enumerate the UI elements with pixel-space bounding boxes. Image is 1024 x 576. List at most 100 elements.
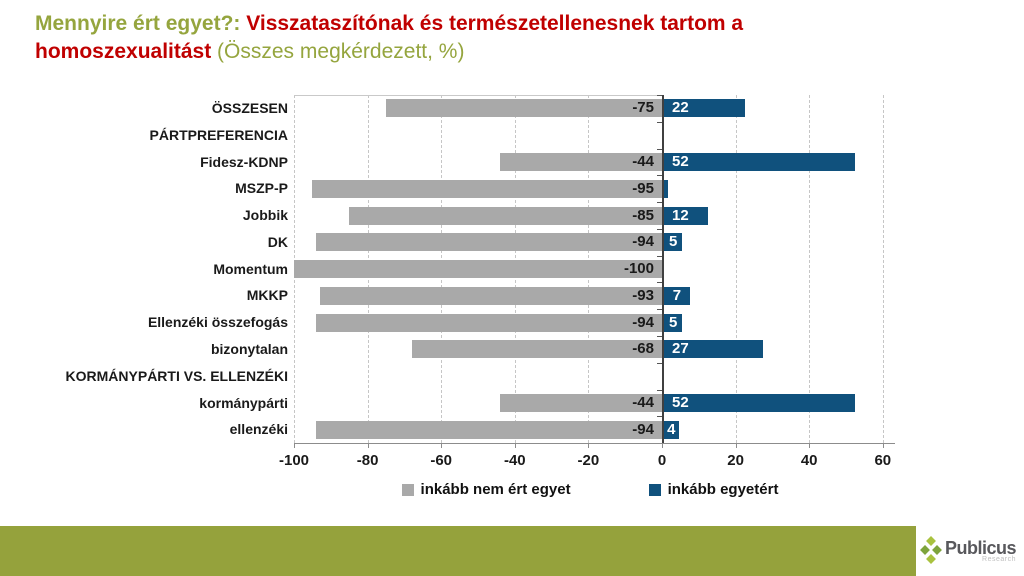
zero-axis-tick: [657, 309, 662, 311]
title-subtitle: (Összes megkérdezett, %): [211, 40, 465, 63]
bar-disagree: [500, 393, 662, 412]
zero-axis-tick: [657, 95, 662, 96]
x-axis-tick-label: -20: [577, 452, 600, 469]
zero-axis-tick: [657, 175, 662, 177]
bar-value-label: -95: [632, 179, 654, 197]
bar-agree: [664, 286, 690, 305]
x-axis-tick: [441, 443, 443, 448]
bar-value-label: 22: [672, 99, 689, 117]
publicus-logo: Publicus Research: [916, 526, 1024, 576]
bar-agree: [664, 340, 764, 359]
bar-value-label: -75: [632, 99, 654, 117]
category-label: Momentum: [213, 260, 288, 277]
category-label: Jobbik: [242, 207, 288, 224]
bar-agree: [664, 420, 679, 439]
x-axis-tick-label: 40: [800, 452, 818, 469]
zero-axis-tick: [657, 389, 662, 391]
zero-axis-tick: [657, 202, 662, 204]
x-axis-tick-label: -80: [356, 452, 379, 469]
category-label: MSZP-P: [235, 180, 288, 197]
x-axis-tick-label: 60: [874, 452, 892, 469]
bar-value-label: -68: [632, 340, 654, 358]
bar-value-label: 4: [667, 420, 676, 438]
zero-axis-tick: [657, 255, 662, 257]
zero-axis-line: [662, 95, 664, 443]
legend-item-disagree: inkább nem ért egyet: [401, 481, 571, 498]
bar-value-label: -44: [632, 393, 654, 411]
bar-agree: [664, 152, 856, 171]
category-label: MKKP: [246, 287, 288, 304]
x-axis-tick-label: -40: [503, 452, 526, 469]
x-axis-line: [294, 443, 895, 444]
bar-disagree: [500, 152, 662, 171]
bar-agree: [664, 179, 668, 198]
bar-value-label: -100: [623, 260, 654, 277]
bar-disagree: [386, 99, 662, 118]
category-label: ÖSSZESEN: [211, 100, 288, 116]
bar-disagree: [294, 260, 662, 278]
footer-accent-bar: [0, 526, 916, 576]
bar-disagree: [316, 313, 662, 332]
bar-disagree: [316, 233, 662, 252]
bar-disagree: [349, 206, 662, 225]
x-axis-tick: [809, 443, 811, 448]
gridline: [809, 95, 811, 443]
category-label: PÁRTPREFERENCIA: [149, 126, 288, 143]
title-statement: Visszataszítónak és természetellenesnek …: [35, 12, 744, 63]
x-axis-tick-label: -60: [430, 452, 453, 469]
x-axis-tick-label: -100: [278, 452, 310, 469]
zero-axis-tick: [657, 335, 662, 337]
bar-agree: [664, 99, 745, 118]
gridline: [735, 95, 737, 443]
bar-value-label: 12: [672, 206, 689, 224]
legend-swatch-gray-icon: [401, 483, 414, 496]
category-label: kormánypárti: [199, 394, 288, 411]
x-axis-tick: [735, 443, 737, 448]
bar-disagree: [316, 420, 662, 439]
bar-value-label: -85: [632, 206, 654, 224]
category-label: KORMÁNYPÁRTI VS. ELLENZÉKI: [65, 367, 288, 384]
zero-axis-tick: [657, 362, 662, 364]
zero-axis-tick: [657, 148, 662, 150]
bar-value-label: 5: [669, 313, 678, 331]
bar-agree: [664, 206, 709, 225]
legend-label-disagree: inkább nem ért egyet: [420, 481, 571, 498]
zero-axis-tick: [657, 416, 662, 418]
x-axis-tick: [588, 443, 590, 448]
publicus-research-text: Research: [982, 556, 1017, 563]
bar-value-label: 52: [672, 152, 689, 170]
bar-value-label: -94: [632, 313, 654, 331]
bar-value-label: -94: [632, 233, 654, 251]
category-label: Ellenzéki összefogás: [147, 314, 288, 331]
x-axis-tick: [367, 443, 369, 448]
x-axis-tick: [514, 443, 516, 448]
bar-disagree: [411, 340, 662, 359]
chart-legend: inkább nem ért egyet inkább egyetért: [294, 481, 886, 498]
bar-value-label: -93: [632, 286, 654, 304]
category-label: ellenzéki: [229, 421, 288, 438]
chart-title: Mennyire ért egyet?: Visszataszítónak és…: [35, 10, 915, 66]
bar-disagree: [312, 179, 662, 198]
bar-value-label: 5: [669, 233, 678, 251]
plot-top-border: [294, 95, 664, 96]
bar-agree: [664, 313, 683, 332]
bar-value-label: 7: [672, 286, 682, 304]
x-axis-tick: [662, 443, 663, 448]
x-axis-tick: [294, 443, 295, 448]
x-axis-tick-label: 20: [727, 452, 744, 469]
legend-label-agree: inkább egyetért: [667, 481, 779, 498]
bar-value-label: 52: [672, 393, 689, 411]
category-label: bizonytalan: [210, 340, 288, 357]
bar-value-label: 27: [672, 340, 689, 358]
legend-item-agree: inkább egyetért: [648, 481, 779, 498]
gridline: [882, 95, 884, 443]
publicus-logo-text: Publicus Research: [945, 538, 1017, 563]
bar-agree: [664, 233, 683, 252]
bar-value-label: -94: [632, 420, 654, 438]
x-axis-tick-label: 0: [657, 452, 667, 469]
publicus-brand-text: Publicus: [945, 538, 1017, 558]
category-label: DK: [267, 233, 288, 250]
bar-agree: [664, 393, 856, 412]
